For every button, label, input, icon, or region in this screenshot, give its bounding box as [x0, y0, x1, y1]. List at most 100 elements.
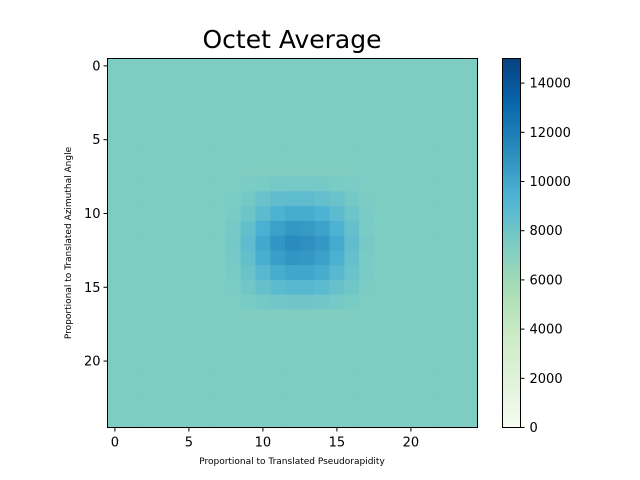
heatmap-cell: [137, 279, 153, 296]
heatmap-cell: [151, 265, 168, 281]
heatmap-cell: [181, 161, 197, 178]
heatmap-cell: [447, 220, 464, 237]
colorbar-tick-label: 4000: [530, 323, 563, 338]
heatmap-cell: [166, 73, 183, 89]
heatmap-cell: [462, 191, 479, 207]
heatmap-cell: [433, 397, 449, 414]
heatmap-cell: [196, 88, 212, 104]
heatmap-cell: [196, 73, 212, 89]
heatmap-cell: [329, 73, 345, 89]
heatmap-cell: [433, 102, 449, 119]
heatmap-cell: [196, 132, 212, 148]
heatmap-cell: [359, 368, 375, 384]
heatmap-cell: [285, 191, 301, 207]
heatmap-cell: [166, 117, 183, 133]
heatmap-cell: [447, 161, 464, 178]
heatmap-cell: [270, 176, 286, 192]
heatmap-cell: [196, 324, 212, 340]
heatmap-cell: [166, 309, 183, 325]
heatmap-cell: [344, 117, 360, 133]
heatmap-cell: [211, 368, 227, 384]
heatmap-cell: [181, 88, 197, 104]
heatmap-cell: [107, 73, 123, 89]
heatmap-cell: [447, 147, 464, 163]
heatmap-cell: [151, 88, 168, 104]
heatmap-cell: [314, 250, 331, 266]
heatmap-cell: [433, 265, 449, 281]
heatmap-cell: [151, 102, 168, 119]
heatmap-cell: [225, 324, 242, 340]
x-tick-label: 0: [111, 436, 119, 451]
heatmap-cell: [137, 338, 153, 355]
heatmap-cell: [418, 294, 434, 311]
heatmap-cell: [285, 250, 301, 266]
heatmap-cell: [196, 58, 212, 74]
heatmap-cells: [107, 58, 479, 429]
heatmap-cell: [418, 117, 434, 133]
heatmap-cell: [196, 279, 212, 296]
heatmap-cell: [122, 147, 138, 163]
heatmap-cell: [418, 73, 434, 89]
heatmap-cell: [137, 176, 153, 192]
heatmap-cell: [240, 206, 257, 222]
heatmap-cell: [122, 250, 138, 266]
heatmap-cell: [211, 353, 227, 370]
heatmap-cell: [462, 147, 479, 163]
heatmap-cell: [388, 73, 405, 89]
heatmap-cell: [373, 383, 390, 399]
heatmap-cell: [196, 397, 212, 414]
heatmap-cell: [151, 383, 168, 399]
heatmap-cell: [137, 132, 153, 148]
heatmap-cell: [137, 206, 153, 222]
heatmap-cell: [225, 117, 242, 133]
heatmap-cell: [107, 353, 123, 370]
heatmap-cell: [299, 397, 316, 414]
heatmap-cell: [211, 383, 227, 399]
heatmap-cell: [462, 132, 479, 148]
heatmap-cell: [225, 294, 242, 311]
heatmap-cell: [344, 383, 360, 399]
heatmap-cell: [285, 338, 301, 355]
colorbar-tick-label: 12000: [530, 126, 571, 141]
heatmap-cell: [359, 206, 375, 222]
heatmap-cell: [462, 102, 479, 119]
heatmap-cell: [344, 250, 360, 266]
heatmap-cell: [151, 176, 168, 192]
heatmap-cell: [329, 383, 345, 399]
heatmap-cell: [329, 102, 345, 119]
heatmap-cell: [388, 58, 405, 74]
heatmap-cell: [462, 58, 479, 74]
heatmap-cell: [255, 176, 271, 192]
heatmap-cell: [181, 73, 197, 89]
heatmap-cell: [418, 265, 434, 281]
heatmap-cell: [344, 265, 360, 281]
heatmap-cell: [403, 353, 419, 370]
heatmap-cell: [196, 338, 212, 355]
heatmap-cell: [329, 235, 345, 251]
heatmap-cell: [388, 353, 405, 370]
heatmap-cell: [344, 324, 360, 340]
heatmap-cell: [329, 191, 345, 207]
heatmap-cell: [240, 324, 257, 340]
heatmap-cell: [122, 117, 138, 133]
heatmap-cell: [122, 309, 138, 325]
heatmap-cell: [137, 58, 153, 74]
heatmap-cell: [373, 220, 390, 237]
heatmap-cell: [107, 324, 123, 340]
heatmap-cell: [225, 58, 242, 74]
heatmap-cell: [359, 265, 375, 281]
heatmap-cell: [447, 102, 464, 119]
heatmap-cell: [151, 132, 168, 148]
heatmap-cell: [314, 279, 331, 296]
heatmap-cell: [388, 338, 405, 355]
heatmap-cell: [225, 161, 242, 178]
heatmap-cell: [240, 191, 257, 207]
heatmap-cell: [211, 309, 227, 325]
heatmap-cell: [196, 368, 212, 384]
heatmap-cell: [299, 309, 316, 325]
heatmap-cell: [181, 102, 197, 119]
heatmap-cell: [403, 206, 419, 222]
heatmap-cell: [314, 368, 331, 384]
heatmap-cell: [433, 117, 449, 133]
heatmap-cell: [359, 73, 375, 89]
